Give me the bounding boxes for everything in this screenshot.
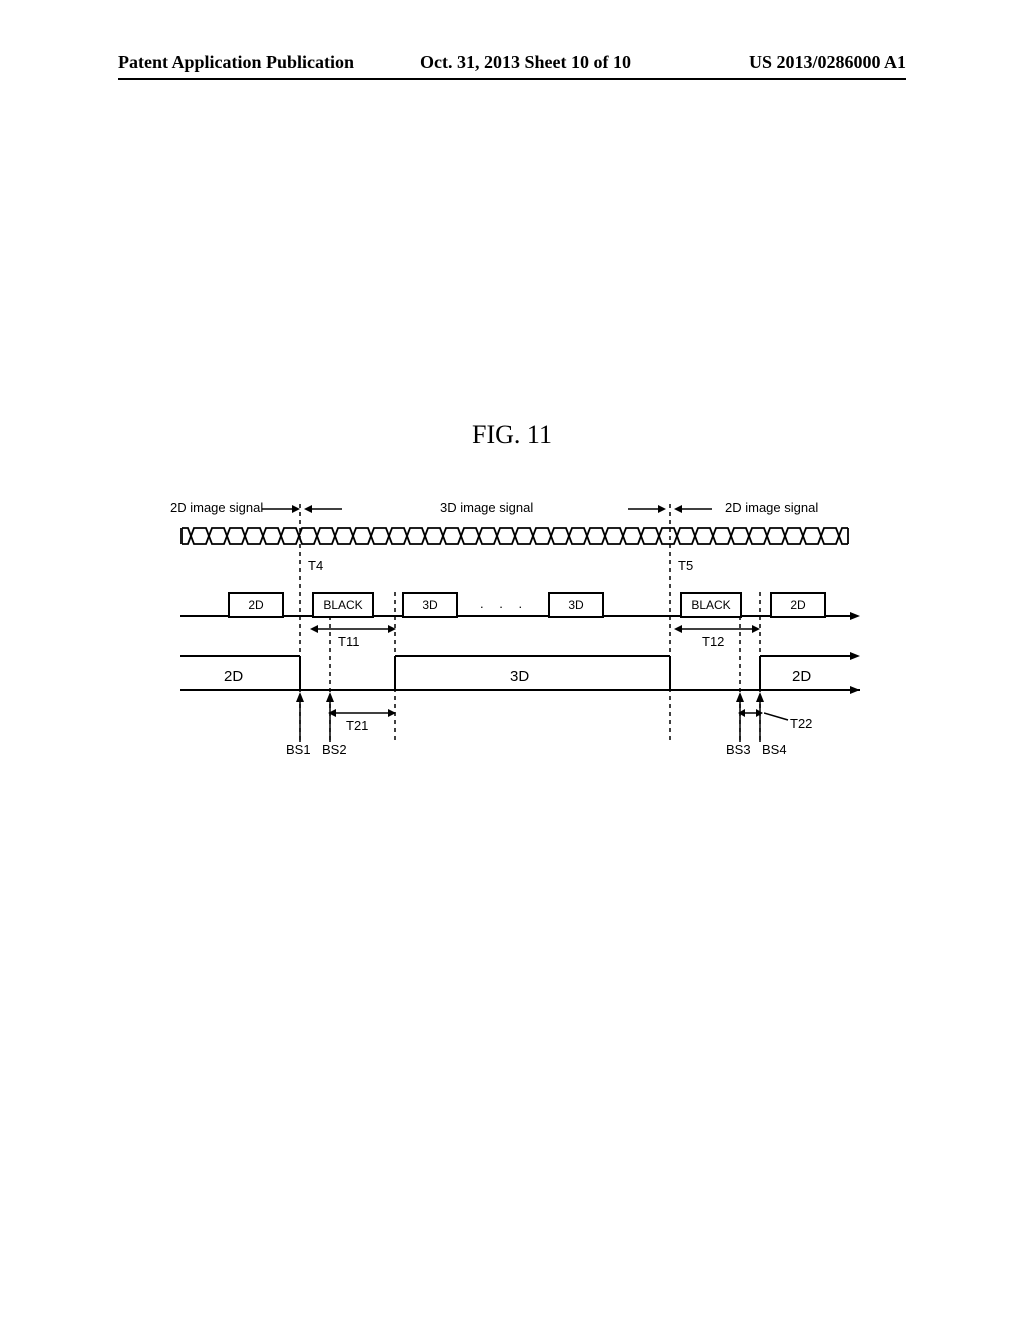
frame-black-a: BLACK xyxy=(312,592,374,618)
header-right: US 2013/0286000 A1 xyxy=(749,52,906,73)
frame-dots: . . . xyxy=(480,596,528,611)
arrow-bs3 xyxy=(734,692,746,744)
label-bs3: BS3 xyxy=(726,742,751,757)
frame-3d-b: 3D xyxy=(548,592,604,618)
arrow-bs1 xyxy=(294,692,306,744)
frame-2d-a: 2D xyxy=(228,592,284,618)
figure-title: FIG. 11 xyxy=(0,420,1024,450)
mode-2d-left: 2D xyxy=(224,668,243,685)
mode-3d: 3D xyxy=(510,668,529,685)
frame-3d-a: 3D xyxy=(402,592,458,618)
page: Patent Application Publication Oct. 31, … xyxy=(0,0,1024,1320)
label-t11: T11 xyxy=(338,634,359,649)
label-t12: T12 xyxy=(702,634,724,649)
frame-black-b: BLACK xyxy=(680,592,742,618)
arrow-bs4 xyxy=(754,692,766,744)
label-bs2: BS2 xyxy=(322,742,347,757)
mode-2d-right: 2D xyxy=(792,668,811,685)
header-rule xyxy=(118,78,906,80)
label-t21: T21 xyxy=(346,718,368,733)
frame-2d-b: 2D xyxy=(770,592,826,618)
header-left: Patent Application Publication xyxy=(118,52,354,73)
arrow-bs2 xyxy=(324,692,336,744)
header-center: Oct. 31, 2013 Sheet 10 of 10 xyxy=(420,52,631,73)
timing-diagram: 2D image signal 3D image signal 2D image… xyxy=(180,500,860,790)
label-t22: T22 xyxy=(790,716,812,731)
label-bs1: BS1 xyxy=(286,742,311,757)
label-bs4: BS4 xyxy=(762,742,787,757)
